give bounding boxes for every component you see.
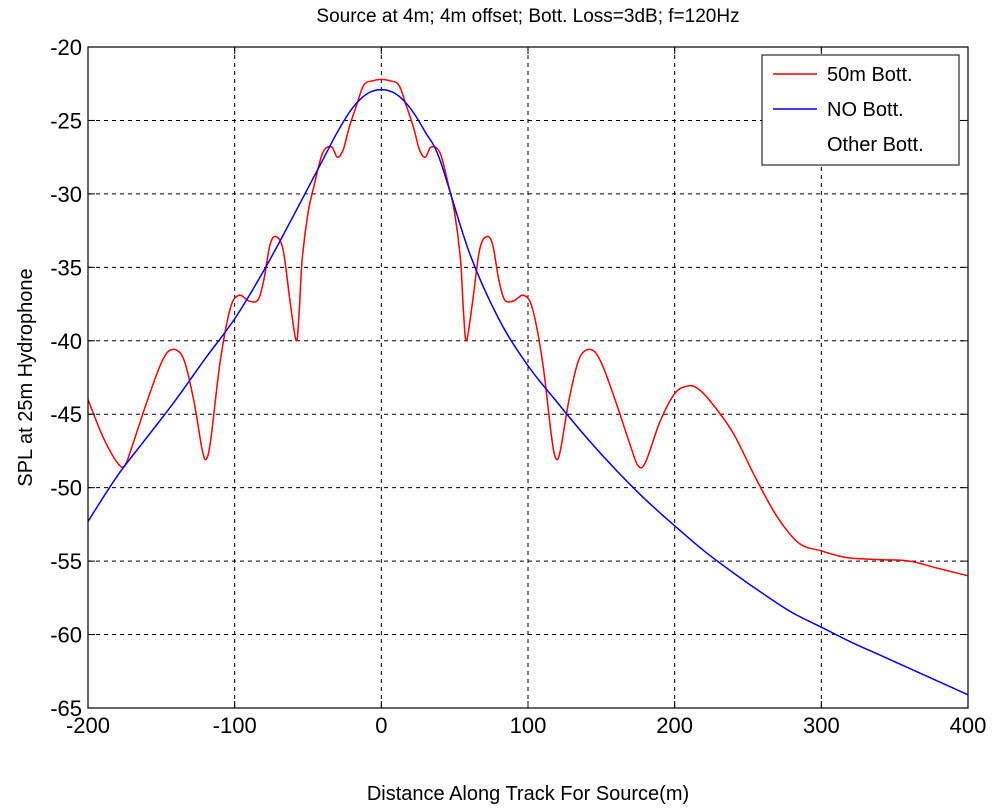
series-line-no-bott [87, 88, 969, 696]
axis-ticks [87, 46, 969, 709]
x-tick-label: 100 [510, 713, 547, 738]
y-tick-label: -40 [50, 329, 82, 354]
y-tick-label: -25 [50, 108, 82, 133]
series-line-50m-bott [87, 78, 969, 577]
legend-label-other-bott: Other Bott. [827, 134, 924, 156]
x-tick-label: 400 [950, 713, 987, 738]
x-axis-label: Distance Along Track For Source(m) [367, 783, 689, 805]
x-tick-label: 200 [656, 713, 693, 738]
grid-lines [88, 47, 968, 708]
y-tick-label: -55 [50, 549, 82, 574]
x-tick-label: 0 [375, 713, 387, 738]
series-lines [87, 78, 969, 696]
x-tick-label: -200 [66, 713, 110, 738]
y-tick-label: -45 [50, 402, 82, 427]
y-axis-label: SPL at 25m Hydrophone [15, 268, 37, 486]
chart-title: Source at 4m; 4m offset; Bott. Loss=3dB;… [316, 6, 739, 27]
x-tick-label: -100 [213, 713, 257, 738]
y-tick-label: -65 [50, 696, 82, 721]
x-tick-label: 300 [803, 713, 840, 738]
legend-label-50m-bott: 50m Bott. [827, 64, 913, 86]
y-tick-label: -60 [50, 623, 82, 648]
y-tick-label: -30 [50, 182, 82, 207]
y-tick-label: -20 [50, 35, 82, 60]
y-tick-label: -50 [50, 476, 82, 501]
legend-label-no-bott: NO Bott. [827, 99, 904, 121]
legend: 50m Bott. NO Bott. Other Bott. [761, 54, 960, 166]
y-tick-label: -35 [50, 255, 82, 280]
tick-labels: -200 -100 0 100 200 300 400 -20 -25 -30 -35 -40 -45 -… [50, 35, 986, 738]
